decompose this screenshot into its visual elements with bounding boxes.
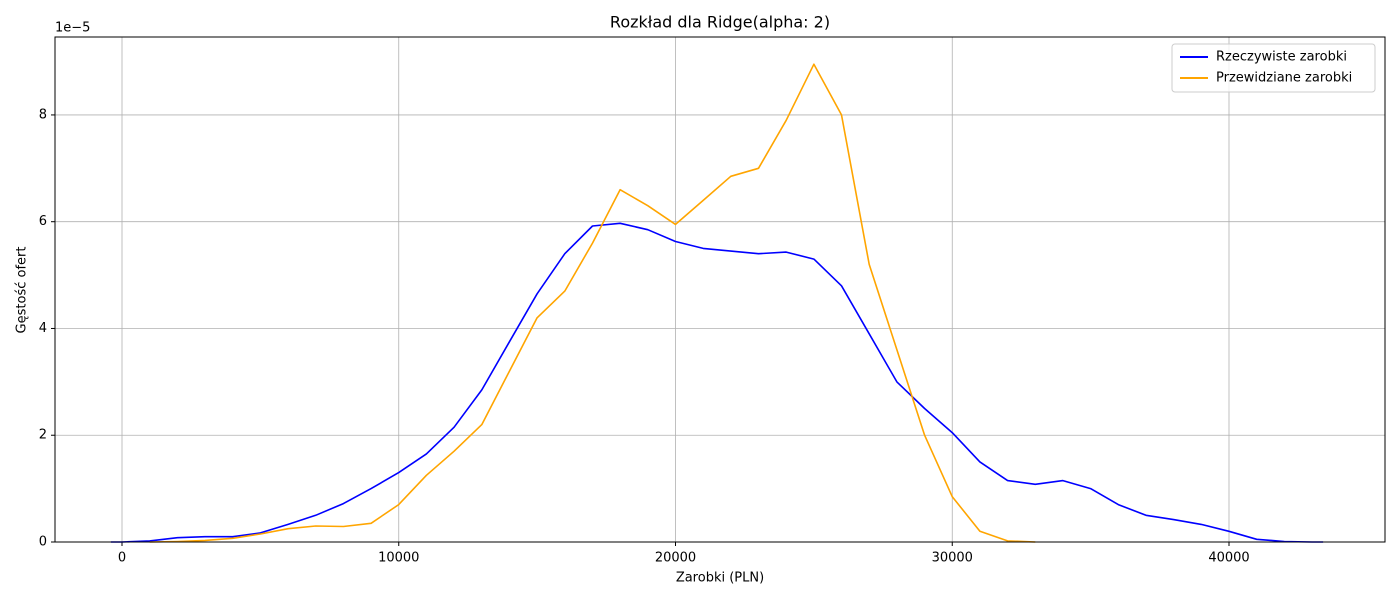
y-tick-label: 6	[39, 214, 47, 229]
y-tick-label: 8	[39, 107, 47, 122]
x-tick-label: 10000	[378, 551, 419, 566]
series-line	[149, 63, 1036, 543]
x-axis-label: Zarobki (PLN)	[676, 571, 764, 586]
y-axis-label: Gęstość ofert	[15, 247, 30, 334]
y-tick-label: 4	[39, 321, 47, 336]
series-line	[110, 222, 1324, 543]
x-tick-label: 30000	[932, 551, 973, 566]
y-offset-label: 1e−5	[55, 21, 90, 36]
y-tick-label: 2	[39, 428, 47, 443]
legend-frame	[1171, 43, 1376, 93]
x-tick-label: 40000	[1208, 551, 1249, 566]
legend-label: Przewidziane zarobki	[1216, 71, 1352, 86]
plot-frame	[54, 36, 1386, 543]
x-tick-label: 0	[118, 551, 126, 566]
x-tick-label: 20000	[655, 551, 696, 566]
y-tick-label: 0	[39, 535, 47, 550]
chart-title: Rozkład dla Ridge(alpha: 2)	[610, 13, 830, 32]
legend: Rzeczywiste zarobki Przewidziane zarobki	[1171, 43, 1376, 93]
legend-label: Rzeczywiste zarobki	[1216, 50, 1347, 65]
